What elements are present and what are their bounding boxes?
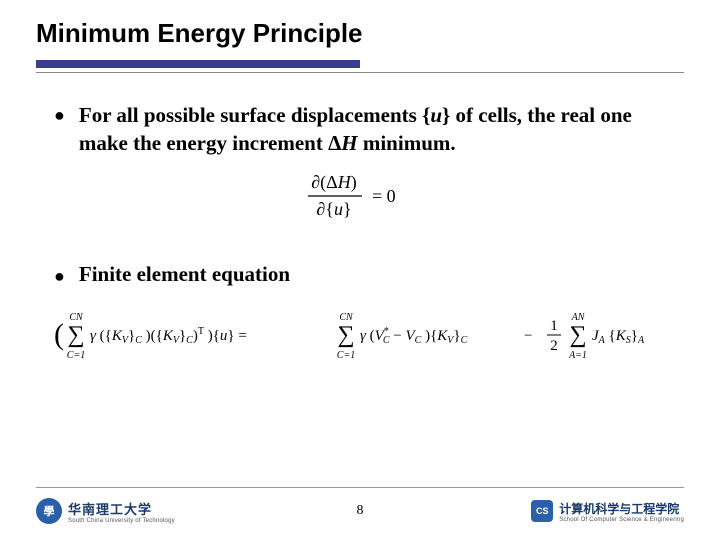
bullet-marker: ● bbox=[54, 101, 65, 129]
svg-text:1: 1 bbox=[550, 318, 558, 334]
svg-text:∂{u}: ∂{u} bbox=[316, 199, 351, 219]
footer-rule bbox=[36, 487, 684, 488]
b1-var-h: H bbox=[341, 131, 357, 155]
b1-prefix: For all possible surface displacements { bbox=[79, 103, 430, 127]
university-seal-icon: 學 bbox=[36, 498, 62, 524]
b1-var-u: u bbox=[430, 103, 442, 127]
equation-2: ( CN ∑ C=1 γ ({KV}C )({KV}C)T ){u} = CN … bbox=[54, 308, 678, 371]
svg-text:= 0: = 0 bbox=[372, 186, 396, 206]
svg-text:2: 2 bbox=[550, 338, 558, 354]
logo-right: CS 计算机科学与工程学院 School Of Computer Science… bbox=[531, 500, 684, 523]
bullet-marker: ● bbox=[54, 262, 65, 290]
svg-text:∑: ∑ bbox=[569, 322, 586, 348]
uni-name-en: South China University of Technology bbox=[68, 518, 175, 524]
svg-text:C=1: C=1 bbox=[337, 350, 355, 361]
svg-text:γ (V*C −: γ (V*C − VC ){KV}C bbox=[360, 326, 468, 346]
slide-title: Minimum Energy Principle bbox=[36, 18, 684, 49]
page-number: 8 bbox=[357, 503, 364, 519]
svg-text:∑: ∑ bbox=[337, 322, 354, 348]
school-name-cn: 计算机科学与工程学院 bbox=[559, 500, 684, 517]
bullet-2-text: Finite element equation bbox=[79, 262, 290, 287]
rule-thin bbox=[36, 72, 684, 73]
svg-text:A=1: A=1 bbox=[568, 350, 587, 361]
svg-text:JA {KS}A: JA {KS}A bbox=[592, 328, 645, 346]
bullet-1: ● For all possible surface displacements… bbox=[54, 101, 678, 157]
b1-suffix: minimum. bbox=[358, 131, 456, 155]
bullet-1-text: For all possible surface displacements {… bbox=[79, 101, 678, 157]
logo-left: 學 华南理工大学 South China University of Techn… bbox=[36, 498, 175, 524]
school-seal-icon: CS bbox=[531, 500, 553, 522]
school-name-en: School Of Computer Science & Engineering bbox=[559, 517, 684, 523]
content-area: ● For all possible surface displacements… bbox=[36, 101, 684, 371]
svg-text:γ ({KV}C ): γ ({KV}C )({KV}C)T ){u} = bbox=[90, 326, 247, 346]
svg-text:−: − bbox=[524, 328, 532, 344]
b1-delta: Δ bbox=[328, 131, 341, 155]
svg-text:C=1: C=1 bbox=[67, 350, 85, 361]
title-rule bbox=[36, 55, 684, 73]
svg-text:∂(ΔH): ∂(ΔH) bbox=[311, 172, 356, 193]
uni-name-cn: 华南理工大学 bbox=[68, 499, 175, 518]
svg-text:(: ( bbox=[54, 318, 64, 351]
svg-text:∑: ∑ bbox=[67, 322, 84, 348]
footer: 學 华南理工大学 South China University of Techn… bbox=[0, 487, 720, 528]
bullet-2: ● Finite element equation bbox=[54, 262, 678, 290]
rule-thick bbox=[36, 60, 360, 68]
equation-1: ∂(ΔH) ∂{u} = 0 bbox=[54, 171, 678, 228]
